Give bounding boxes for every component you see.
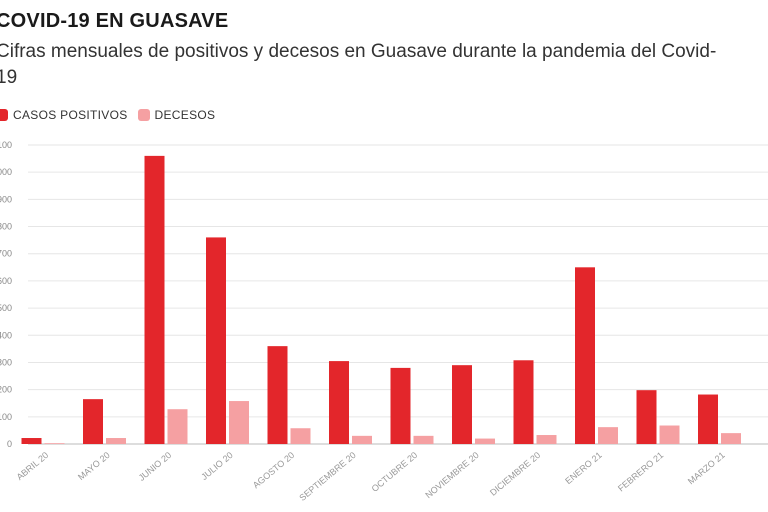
y-tick-label: 800 — [0, 222, 12, 232]
legend-swatch-positivos — [0, 109, 8, 121]
y-tick-label: 900 — [0, 194, 12, 204]
y-tick-label: 400 — [0, 330, 12, 340]
x-tick-label: JUNIO 20 — [137, 450, 174, 483]
bar-decesos — [659, 425, 680, 444]
y-tick-label: 300 — [0, 357, 12, 367]
chart-title: COVID-19 EN GUASAVE — [0, 10, 229, 32]
bar-positivos — [144, 155, 165, 444]
y-tick-label: 500 — [0, 303, 12, 313]
x-tick-label: ENERO 21 — [563, 450, 604, 486]
y-tick-label: 600 — [0, 276, 12, 286]
bar-positivos — [390, 367, 411, 444]
legend-swatch-decesos — [137, 109, 150, 121]
x-tick-label: FEBRERO 21 — [616, 450, 665, 494]
y-tick-label: 1100 — [0, 140, 12, 150]
bar-positivos — [513, 360, 534, 444]
x-tick-label: MAYO 20 — [76, 450, 112, 482]
bar-decesos — [598, 427, 618, 444]
x-tick-label: JULIO 20 — [199, 450, 235, 482]
y-tick-label: 200 — [0, 385, 12, 395]
y-tick-label: 700 — [0, 249, 12, 259]
bar-decesos — [413, 435, 434, 444]
bar-decesos — [352, 435, 372, 444]
bar-decesos — [106, 438, 126, 444]
bar-positivos — [698, 394, 718, 444]
x-tick-label: DICIEMBRE 20 — [488, 450, 542, 498]
x-tick-label: SEPTIEMBRE 20 — [297, 450, 357, 503]
legend-label-decesos: DECESOS — [154, 108, 216, 122]
bar-decesos — [475, 438, 495, 444]
x-tick-label: ABRIL 20 — [15, 450, 51, 482]
y-tick-label: 1000 — [0, 167, 12, 177]
x-tick-label: AGOSTO 20 — [251, 450, 296, 490]
legend-item-positivos[interactable]: CASOS POSITIVOS — [0, 108, 128, 122]
bar-decesos — [536, 435, 557, 444]
legend: CASOS POSITIVOS DECESOS — [0, 108, 225, 122]
x-tick-label: MARZO 21 — [686, 450, 727, 487]
bar-positivos — [636, 390, 657, 444]
bar-positivos — [21, 438, 42, 444]
bar-positivos — [83, 399, 103, 444]
bar-positivos — [206, 237, 226, 444]
bar-positivos — [267, 346, 288, 444]
bar-decesos — [290, 428, 311, 444]
bar-positivos — [329, 361, 349, 444]
bar-decesos — [44, 443, 65, 444]
bar-positivos — [575, 267, 595, 444]
y-tick-label: 0 — [7, 439, 12, 449]
y-tick-label: 100 — [0, 412, 12, 422]
chart-subtitle: Cifras mensuales de positivos y decesos … — [0, 41, 717, 88]
legend-label-positivos: CASOS POSITIVOS — [13, 108, 128, 122]
bar-decesos — [229, 401, 249, 444]
legend-item-decesos[interactable]: DECESOS — [137, 108, 216, 122]
bar-decesos — [167, 409, 188, 444]
bar-decesos — [721, 433, 741, 444]
x-tick-label: NOVIEMBRE 20 — [423, 450, 480, 500]
bar-positivos — [452, 365, 472, 444]
x-tick-label: OCTUBRE 20 — [370, 450, 420, 494]
